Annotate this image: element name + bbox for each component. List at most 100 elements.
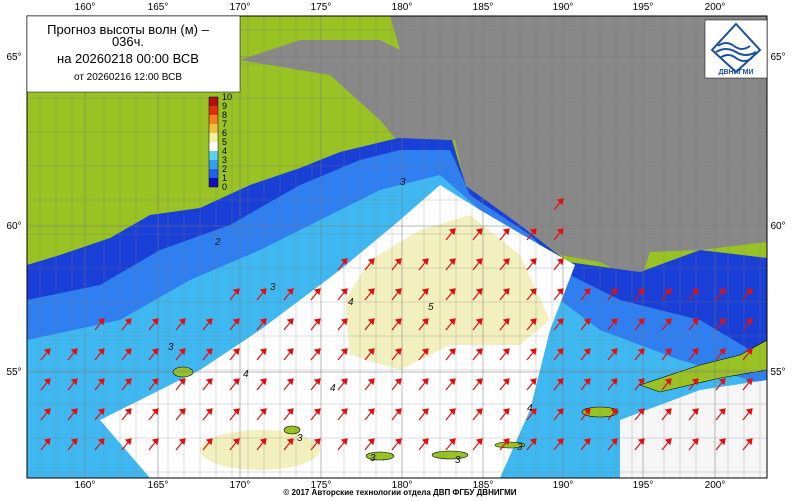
colorbar-label: 9 xyxy=(222,101,227,111)
arrow-head xyxy=(556,258,564,266)
arrow-head xyxy=(43,408,51,416)
arrow-head xyxy=(205,318,213,326)
arrow-head xyxy=(259,288,267,296)
lon-label: 170° xyxy=(230,2,251,13)
arrow-head xyxy=(205,408,213,416)
arrow-head xyxy=(475,378,483,386)
colorbar-swatch xyxy=(209,178,218,187)
arrow-head xyxy=(610,348,618,356)
arrow-head xyxy=(556,228,564,236)
arrow-head xyxy=(745,288,753,296)
arrow-head xyxy=(421,318,429,326)
arrow-head xyxy=(313,348,321,356)
lon-label: 200° xyxy=(705,2,726,13)
arrow-head xyxy=(178,348,186,356)
arrow-head xyxy=(637,438,645,446)
arrow-head xyxy=(178,378,186,386)
lon-label: 165° xyxy=(148,480,169,491)
contour-label: 4 xyxy=(330,383,336,394)
wave-arrows xyxy=(40,198,753,451)
arrow-head xyxy=(610,378,618,386)
arrow-head xyxy=(448,228,456,236)
colorbar-label: 8 xyxy=(222,110,227,120)
arrow-head xyxy=(151,378,159,386)
arrow-head xyxy=(475,318,483,326)
arrow-head xyxy=(97,378,105,386)
arrow-head xyxy=(286,318,294,326)
colorbar-swatch xyxy=(209,124,218,133)
issue-time: от 20260216 12:00 ВСВ xyxy=(74,72,182,83)
arrow-head xyxy=(475,258,483,266)
arrow-head xyxy=(610,438,618,446)
arrow-head xyxy=(691,348,699,356)
coordinate-labels: 160°160°165°165°170°170°175°175°180°180°… xyxy=(6,2,785,491)
arrow-head xyxy=(718,348,726,356)
arrow-head xyxy=(394,438,402,446)
arrow-head xyxy=(529,378,537,386)
arrow-head xyxy=(286,348,294,356)
arrow-head xyxy=(529,258,537,266)
arrow-head xyxy=(70,438,78,446)
lon-label: 170° xyxy=(230,480,251,491)
arrow-head xyxy=(664,408,672,416)
arrow-head xyxy=(232,348,240,356)
colorbar-swatch xyxy=(209,97,218,106)
arrow-head xyxy=(367,408,375,416)
arrow-head xyxy=(448,288,456,296)
arrow-head xyxy=(286,408,294,416)
contour-label: 2 xyxy=(214,237,221,248)
arrow-head xyxy=(583,288,591,296)
arrow-head xyxy=(43,438,51,446)
arrow-head xyxy=(718,408,726,416)
arrow-head xyxy=(691,438,699,446)
valid-time: на 20260218 00:00 ВСВ xyxy=(57,51,199,66)
lon-label: 165° xyxy=(148,2,169,13)
lon-label: 180° xyxy=(392,2,413,13)
arrow-head xyxy=(448,318,456,326)
arrow-head xyxy=(394,348,402,356)
arrow-head xyxy=(718,378,726,386)
arrow-head xyxy=(556,408,564,416)
arrow-head xyxy=(178,408,186,416)
arrow-head xyxy=(367,318,375,326)
contour-label: 3 xyxy=(168,342,174,353)
lat-label: 60° xyxy=(770,221,785,232)
arrow-head xyxy=(421,408,429,416)
arrow-head xyxy=(151,348,159,356)
arrow-head xyxy=(340,378,348,386)
arrow-head xyxy=(556,288,564,296)
arrow-head xyxy=(340,318,348,326)
contour-label: 5 xyxy=(428,302,434,313)
lon-label: 180° xyxy=(392,480,413,491)
arrow-head xyxy=(232,318,240,326)
arrow-head xyxy=(664,438,672,446)
title-box xyxy=(26,15,241,93)
arrow-head xyxy=(502,378,510,386)
arrow-head xyxy=(313,378,321,386)
colorbar-label: 2 xyxy=(222,164,227,174)
contour-label: 3 xyxy=(400,177,406,188)
arrow-head xyxy=(394,378,402,386)
arrow-head xyxy=(556,318,564,326)
arrow-head xyxy=(259,408,267,416)
lon-label: 185° xyxy=(473,2,494,13)
arrow-head xyxy=(97,348,105,356)
arrow-head xyxy=(637,408,645,416)
colorbar-swatch xyxy=(209,160,218,169)
contour-label: 4 xyxy=(348,297,354,308)
lon-label: 190° xyxy=(553,480,574,491)
arrow-head xyxy=(718,288,726,296)
contour-label: 3 xyxy=(517,442,523,453)
arrow-head xyxy=(259,438,267,446)
arrow-head xyxy=(340,348,348,356)
lat-label: 65° xyxy=(6,52,21,63)
arrow-head xyxy=(313,288,321,296)
arrow-head xyxy=(367,288,375,296)
arrow-head xyxy=(745,318,753,326)
colorbar-swatch xyxy=(209,115,218,124)
arrow-head xyxy=(70,408,78,416)
lat-label: 55° xyxy=(6,367,21,378)
arrow-head xyxy=(340,438,348,446)
arrow-head xyxy=(259,378,267,386)
